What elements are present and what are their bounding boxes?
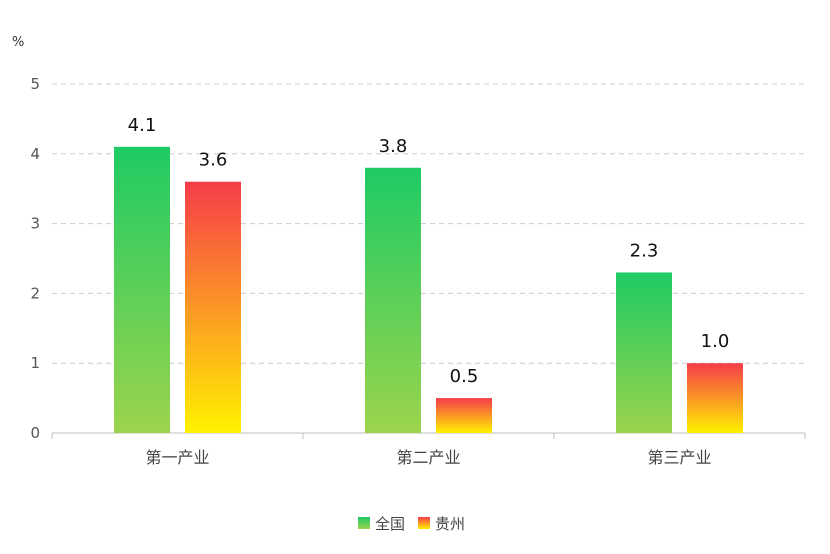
y-tick-label: 1 bbox=[30, 354, 40, 372]
x-axis: 第一产业 第二产业 第三产业 bbox=[51, 432, 806, 467]
data-label: 0.5 bbox=[450, 366, 479, 387]
data-label: 1.0 bbox=[701, 331, 730, 352]
bar-series-1 bbox=[114, 146, 170, 433]
bar-series-1 bbox=[616, 272, 672, 433]
bar-series-2 bbox=[185, 181, 241, 433]
y-tick-label: 4 bbox=[30, 145, 40, 163]
legend-swatch bbox=[418, 517, 430, 529]
bar-series-2 bbox=[436, 398, 492, 433]
bars bbox=[114, 146, 743, 433]
y-tick-label: 3 bbox=[30, 215, 40, 233]
bar-series-1 bbox=[365, 167, 421, 433]
data-label: 3.8 bbox=[379, 136, 408, 157]
x-category-label: 第二产业 bbox=[396, 448, 460, 467]
value-labels: 4.1 3.6 3.8 0.5 2.3 1.0 bbox=[128, 115, 730, 387]
x-category-label: 第三产业 bbox=[647, 448, 711, 467]
legend-swatch bbox=[358, 517, 370, 529]
data-label: 4.1 bbox=[128, 115, 157, 136]
data-label: 2.3 bbox=[630, 240, 659, 261]
x-category-label: 第一产业 bbox=[145, 448, 209, 467]
y-tick-label: 0 bbox=[30, 424, 40, 442]
legend-label: 全国 bbox=[375, 515, 405, 533]
y-unit-label: % bbox=[12, 35, 24, 50]
legend-label: 贵州 bbox=[435, 515, 465, 533]
y-tick-label: 2 bbox=[30, 284, 40, 302]
data-label: 3.6 bbox=[199, 150, 228, 171]
y-axis-ticks: 0 1 2 3 4 5 bbox=[30, 75, 40, 442]
bar-series-2 bbox=[687, 363, 743, 433]
legend: 全国 贵州 bbox=[358, 515, 465, 533]
y-tick-label: 5 bbox=[30, 75, 40, 93]
